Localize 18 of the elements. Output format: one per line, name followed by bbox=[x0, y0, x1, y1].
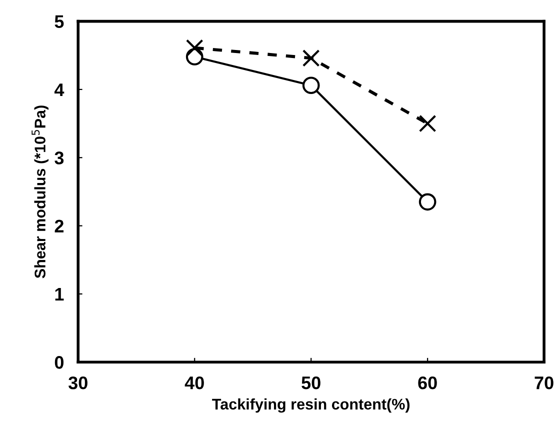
point bbox=[302, 76, 320, 94]
y-tick-label: 2 bbox=[54, 220, 64, 232]
x-tick-label: 40 bbox=[184, 376, 204, 390]
y-axis-title: Shear modulus (*10$^{5}$Pa) bbox=[32, 106, 48, 278]
y-tick-label: 4 bbox=[54, 84, 64, 96]
x-tick-label: 60 bbox=[418, 376, 437, 390]
x-axis-title: Tackifying resin content(%) bbox=[212, 398, 410, 413]
x-tick-label: 70 bbox=[534, 376, 554, 390]
y-tick-label: 0 bbox=[54, 356, 64, 369]
y-tick-label: 5 bbox=[54, 15, 64, 28]
point bbox=[302, 49, 320, 67]
y-tick-label: 1 bbox=[55, 288, 64, 300]
x-tick-label: 30 bbox=[68, 376, 88, 390]
x-tick-label: 50 bbox=[302, 376, 320, 390]
point bbox=[418, 193, 436, 211]
y-tick-label: 3 bbox=[54, 152, 64, 164]
point bbox=[418, 114, 436, 132]
point bbox=[186, 39, 204, 57]
